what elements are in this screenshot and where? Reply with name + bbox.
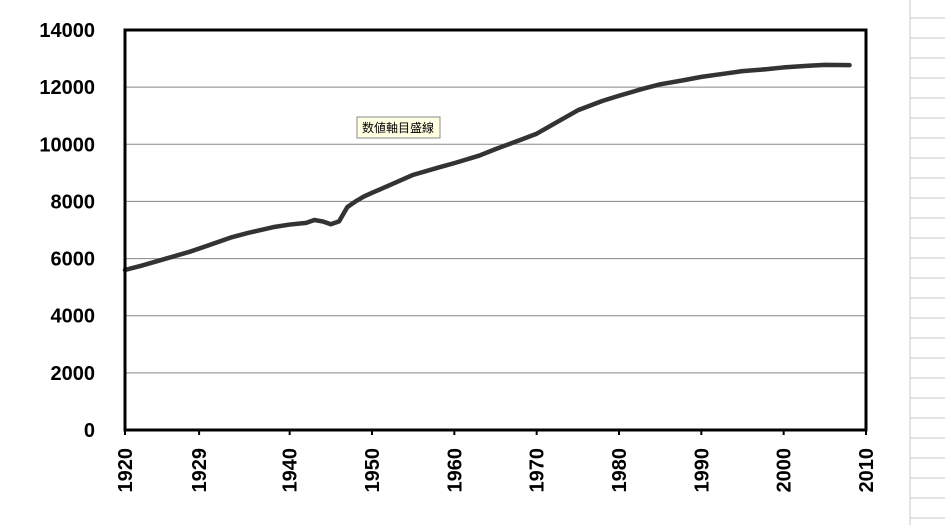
- plot-border: [123, 28, 868, 432]
- y-tick-label: 14000: [39, 20, 95, 42]
- grid: [125, 29, 866, 431]
- x-tick-label: 1920: [115, 448, 137, 493]
- y-tick-label: 4000: [51, 306, 96, 328]
- y-tick-label: 2000: [51, 363, 96, 385]
- x-tick-label: 2000: [774, 448, 796, 493]
- annotation: 数値軸目盛線: [362, 120, 434, 135]
- x-tick-label: 1970: [527, 448, 549, 493]
- x-tick-label: 1960: [444, 448, 466, 493]
- y-tick-label: 10000: [39, 134, 95, 156]
- x-tick-label: 1950: [362, 448, 384, 493]
- y-tick-label: 12000: [39, 77, 95, 99]
- x-tick-label: 1990: [691, 448, 713, 493]
- x-tick-label: 1940: [280, 448, 302, 493]
- sheet-strip: [905, 0, 945, 525]
- y-tick-label: 0: [84, 420, 95, 442]
- plot: [122, 62, 852, 273]
- y-tick-label: 8000: [51, 191, 96, 213]
- annotation-box: [356, 116, 441, 139]
- data-line: [122, 62, 852, 273]
- sheet-rows: [910, 17, 945, 519]
- y-tick-label: 6000: [51, 249, 96, 271]
- x-tick-label: 2010: [856, 448, 878, 493]
- x-tick-label: 1980: [609, 448, 631, 493]
- x-tick-label: 1929: [189, 448, 211, 493]
